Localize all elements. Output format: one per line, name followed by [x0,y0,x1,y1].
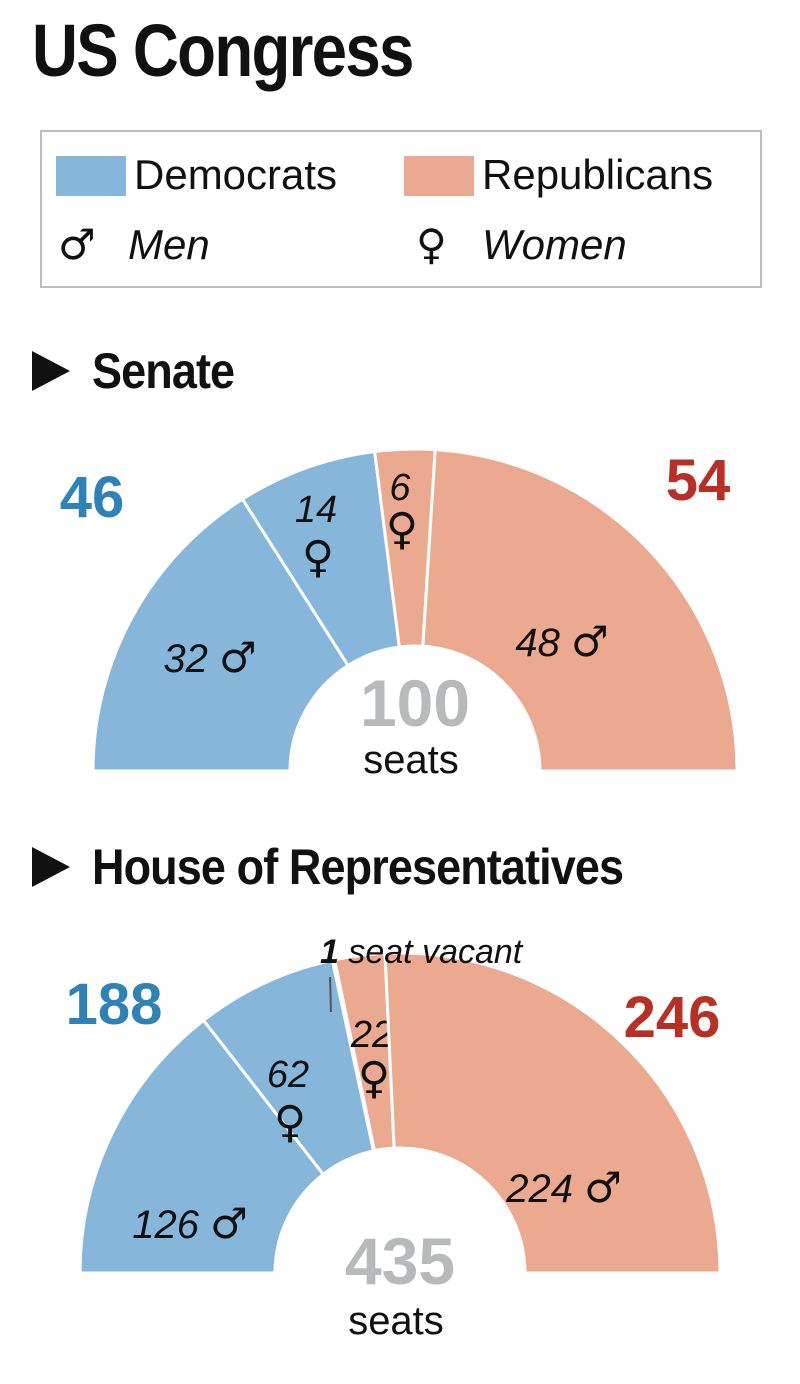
slice-republicans-men [383,951,722,1275]
slice-label: 224 ♂ [505,1163,622,1212]
total-seats-number: 100 [360,666,470,740]
slice-republicans-men [421,448,739,773]
party-total-democrats: 188 [66,972,163,1037]
house-title: House of Representatives [92,839,624,895]
male-icon: ♂ [58,220,96,269]
vacant-leader-line [329,976,332,1013]
legend-swatch-republicans [404,156,474,196]
legend-label-republicans: Republicans [482,151,714,198]
legend-label-democrats: Democrats [134,151,338,198]
slice-label: 32 ♂ [163,633,256,682]
house-heading: House of Representatives [32,842,682,892]
legend-swatch-democrats [56,156,126,196]
legend-label-women: Women [482,221,627,268]
female-icon: ♀ [386,504,418,555]
slice-label: 14 [295,489,337,531]
party-total-republicans: 246 [624,985,721,1050]
slice-label: 62 [267,1054,309,1096]
senate-heading: Senate [32,346,250,396]
female-icon: ♀ [358,1053,390,1104]
total-seats-unit: seats [363,738,459,782]
slice-label: 22 [350,1014,393,1056]
triangle-bullet-icon [32,351,70,391]
female-icon: ♀ [416,220,447,269]
senate-title: Senate [92,343,235,399]
slice-label: 126 ♂ [132,1199,248,1248]
total-seats-unit: seats [348,1299,444,1343]
party-total-republicans: 54 [666,448,731,513]
party-total-democrats: 46 [60,465,125,530]
triangle-bullet-icon [32,847,70,887]
female-icon: ♀ [274,1097,306,1148]
female-icon: ♀ [302,532,334,583]
vacant-seat-annotation: 1 seat vacant [320,933,524,971]
slice-label: 6 [389,467,411,509]
legend: Democrats Republicans ♂ Men ♀ Women [40,130,762,288]
legend-label-men: Men [128,221,210,268]
page-title: US Congress [32,9,414,92]
total-seats-number: 435 [345,1224,455,1298]
slice-democrats-men [78,1018,326,1275]
slice-label: 48 ♂ [515,617,608,666]
